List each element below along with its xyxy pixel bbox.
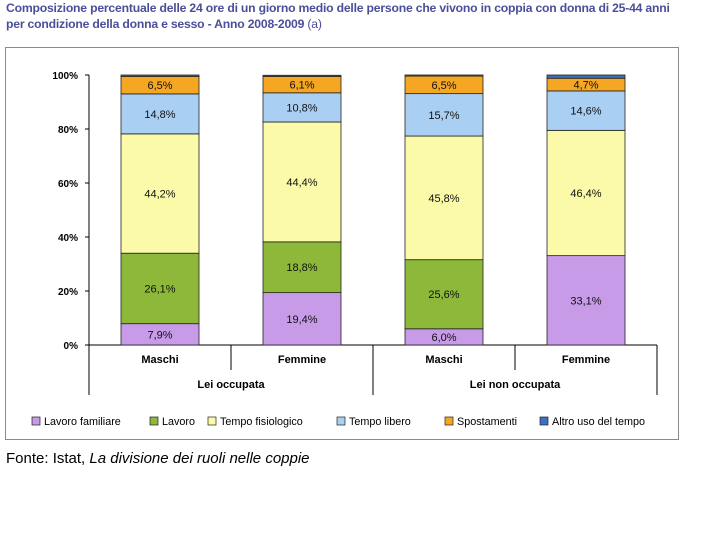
bar-segment	[404, 74, 484, 77]
data-label: 25,6%	[428, 289, 459, 301]
legend-swatch	[444, 416, 454, 426]
data-label: 44,2%	[144, 189, 175, 201]
bar-segment	[120, 74, 200, 77]
data-label: 18,8%	[286, 262, 317, 274]
bar-segment	[120, 252, 200, 325]
data-label: 10,8%	[286, 102, 317, 114]
chart-title: Composizione percentuale delle 24 ore di…	[6, 0, 720, 32]
stacked-bar-chart: 0% 20% 40% 60% 80% 100% 7,9% 26,1% 44,2% 14,8% 6,5…	[31, 71, 658, 428]
y-tick-label: 20%	[58, 287, 78, 298]
bar-segment	[262, 92, 342, 123]
data-label: 15,7%	[428, 110, 459, 122]
bar-segment	[262, 241, 342, 294]
data-label: 46,4%	[570, 188, 601, 200]
data-label: 6,5%	[431, 80, 456, 92]
legend-label: Tempo fisiologico	[220, 416, 303, 428]
data-label: 14,8%	[144, 109, 175, 121]
data-label: 45,8%	[428, 193, 459, 205]
category-label: Femmine	[562, 354, 610, 366]
data-label: 14,6%	[570, 106, 601, 118]
title-note: (a)	[307, 17, 322, 31]
bar-segment	[262, 74, 342, 77]
y-tick-label: 60%	[58, 179, 78, 190]
legend-label: Lavoro familiare	[44, 416, 121, 428]
data-label: 6,0%	[431, 332, 456, 344]
title-line-2-text: per condizione della donna e sesso - Ann…	[6, 17, 305, 31]
bar-segment	[546, 255, 626, 346]
bar-segment	[404, 93, 484, 137]
data-label: 6,5%	[147, 80, 172, 92]
bar-segment	[546, 74, 626, 79]
bar-segment	[404, 259, 484, 330]
category-label: Maschi	[425, 354, 462, 366]
bar-segment	[404, 135, 484, 261]
data-label: 7,9%	[147, 329, 172, 341]
bar-segment	[546, 129, 626, 257]
legend-label: Tempo libero	[349, 416, 411, 428]
legend-swatch	[31, 416, 41, 426]
source-work-title: La divisione dei ruoli nelle coppie	[89, 450, 310, 467]
y-tick-label: 100%	[52, 71, 78, 82]
category-label: Femmine	[278, 354, 326, 366]
data-label: 6,1%	[289, 80, 314, 92]
title-line-2: per condizione della donna e sesso - Ann…	[6, 16, 720, 32]
group-label: Lei occupata	[197, 379, 265, 391]
data-label: 33,1%	[570, 295, 601, 307]
legend-swatch	[539, 416, 549, 426]
legend-label: Spostamenti	[457, 416, 517, 428]
data-label: 26,1%	[144, 283, 175, 295]
bar-segment	[262, 121, 342, 243]
category-label: Maschi	[141, 354, 178, 366]
legend-swatch	[207, 416, 217, 426]
bar-segment	[120, 93, 200, 135]
title-line-1: Composizione percentuale delle 24 ore di…	[6, 1, 670, 15]
chart-frame: 0% 20% 40% 60% 80% 100% 7,9% 26,1% 44,2% 14,8% 6,5…	[5, 47, 679, 440]
bar-segment	[546, 90, 626, 131]
source-prefix: Fonte: Istat,	[6, 450, 90, 467]
group-label: Lei non occupata	[470, 379, 561, 391]
legend-swatch	[336, 416, 346, 426]
bar-segment	[262, 292, 342, 346]
legend-label: Altro uso del tempo	[552, 416, 645, 428]
bar-segment	[120, 133, 200, 254]
legend-swatch	[149, 416, 159, 426]
legend-label: Lavoro	[162, 416, 195, 428]
data-label: 4,7%	[573, 80, 598, 92]
data-label: 19,4%	[286, 314, 317, 326]
y-tick-label: 80%	[58, 125, 78, 136]
data-label: 44,4%	[286, 177, 317, 189]
source-caption: Fonte: Istat, La divisione dei ruoli nel…	[6, 450, 310, 467]
y-tick-label: 0%	[64, 341, 79, 352]
y-tick-label: 40%	[58, 233, 78, 244]
